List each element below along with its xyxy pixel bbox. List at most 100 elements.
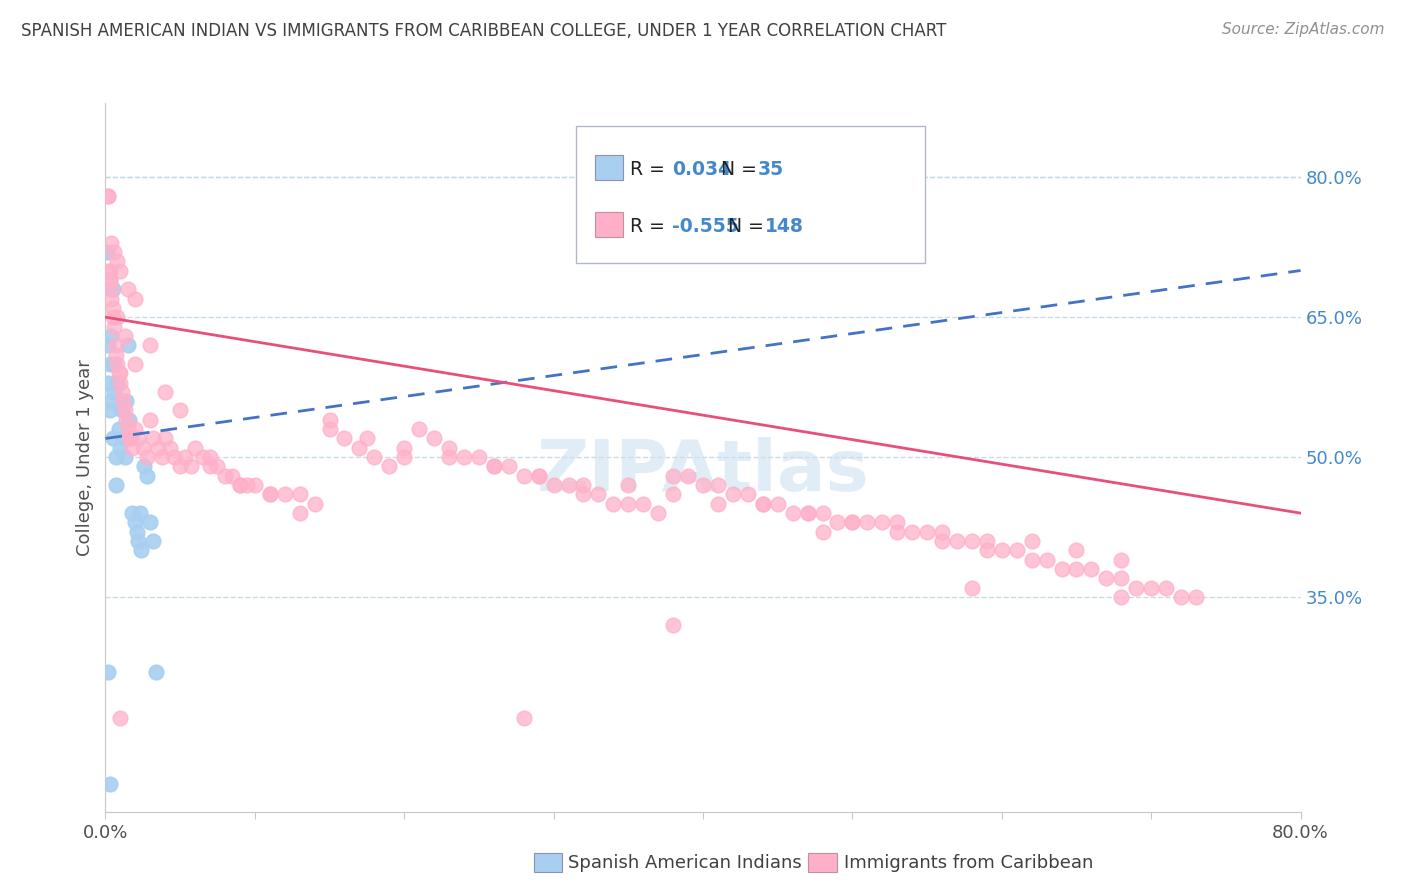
Point (104, 450, 127, 464)
Point (110, 263, 132, 277)
Point (363, 450, 385, 464)
Point (110, 376, 132, 390)
Point (112, 432, 135, 446)
Point (97, 338, 120, 352)
Point (259, 487, 281, 501)
Text: SPANISH AMERICAN INDIAN VS IMMIGRANTS FROM CARIBBEAN COLLEGE, UNDER 1 YEAR CORRE: SPANISH AMERICAN INDIAN VS IMMIGRANTS FR… (21, 22, 946, 40)
Point (915, 524, 938, 539)
Point (150, 450, 173, 464)
Point (117, 282, 139, 296)
Point (128, 506, 150, 520)
Point (333, 432, 356, 446)
Point (811, 524, 834, 539)
Point (243, 478, 266, 492)
Point (121, 506, 143, 520)
Text: N =: N = (728, 217, 770, 236)
Point (118, 413, 141, 427)
Point (662, 468, 685, 483)
Point (114, 403, 136, 417)
Point (121, 441, 143, 455)
Point (498, 459, 520, 474)
Point (796, 506, 818, 520)
Point (103, 319, 125, 334)
Point (198, 459, 221, 474)
Point (707, 497, 730, 511)
Point (931, 534, 953, 549)
Point (236, 478, 259, 492)
Point (100, 282, 122, 296)
Point (737, 487, 759, 501)
Point (98, 263, 121, 277)
Point (229, 478, 252, 492)
Text: Source: ZipAtlas.com: Source: ZipAtlas.com (1222, 22, 1385, 37)
Point (115, 394, 138, 409)
Point (856, 516, 879, 530)
Point (112, 394, 135, 409)
Point (1125, 581, 1147, 595)
Point (1021, 553, 1043, 567)
Point (437, 450, 460, 464)
Point (107, 310, 129, 325)
Point (184, 441, 207, 455)
Point (527, 468, 550, 483)
Point (103, 244, 125, 259)
Point (145, 665, 167, 679)
Point (104, 347, 127, 361)
Point (960, 534, 983, 549)
Point (108, 366, 131, 380)
Text: 35: 35 (758, 160, 785, 178)
Point (104, 478, 127, 492)
Point (136, 468, 159, 483)
Point (453, 450, 475, 464)
Point (139, 516, 162, 530)
Point (1111, 571, 1133, 585)
Point (142, 534, 165, 549)
Point (288, 506, 311, 520)
Point (111, 403, 134, 417)
Point (692, 478, 714, 492)
Point (931, 524, 953, 539)
Point (1140, 581, 1163, 595)
Point (1111, 590, 1133, 604)
Point (191, 450, 214, 464)
Point (318, 422, 340, 436)
Point (100, 329, 122, 343)
Point (468, 450, 491, 464)
Point (946, 534, 969, 549)
Text: Spanish American Indians: Spanish American Indians (568, 855, 801, 872)
Point (602, 497, 624, 511)
Point (124, 292, 146, 306)
Point (114, 450, 136, 464)
Y-axis label: College, Under 1 year: College, Under 1 year (76, 359, 94, 556)
Point (647, 506, 669, 520)
Point (96, 244, 118, 259)
Point (841, 516, 863, 530)
Point (155, 384, 177, 399)
Point (98, 777, 121, 791)
Point (98, 273, 121, 287)
Point (110, 711, 132, 725)
Point (273, 487, 295, 501)
Point (103, 384, 125, 399)
Point (707, 478, 730, 492)
Point (118, 432, 141, 446)
Point (125, 524, 148, 539)
Point (103, 357, 125, 371)
Point (111, 384, 134, 399)
Point (98, 273, 121, 287)
Point (588, 487, 610, 501)
Point (229, 478, 252, 492)
Point (901, 524, 924, 539)
Point (841, 516, 863, 530)
Text: R =: R = (630, 217, 671, 236)
Text: R =: R = (630, 160, 671, 178)
Point (129, 543, 153, 558)
Point (207, 459, 229, 474)
Point (169, 403, 191, 417)
Point (437, 441, 460, 455)
Point (110, 366, 132, 380)
Point (960, 581, 983, 595)
Text: -0.555: -0.555 (672, 217, 738, 236)
Point (1185, 590, 1208, 604)
Point (288, 487, 311, 501)
